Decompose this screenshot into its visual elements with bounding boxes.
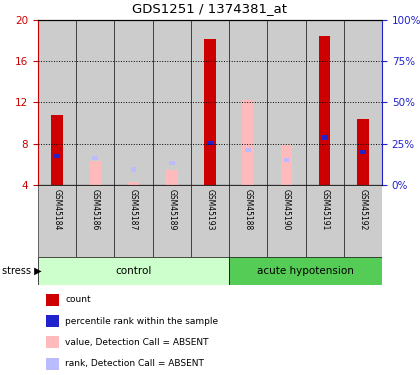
- Bar: [357, 119, 369, 185]
- Bar: [360, 150, 366, 154]
- Bar: [242, 100, 254, 185]
- Bar: [319, 36, 331, 185]
- Text: count: count: [65, 296, 91, 304]
- Text: GDS1251 / 1374381_at: GDS1251 / 1374381_at: [132, 2, 288, 15]
- Bar: [114, 185, 152, 257]
- Text: GSM45192: GSM45192: [358, 189, 368, 230]
- Bar: [152, 185, 191, 257]
- Bar: [306, 185, 344, 257]
- Text: acute hypotension: acute hypotension: [257, 266, 354, 276]
- Text: value, Detection Call = ABSENT: value, Detection Call = ABSENT: [65, 338, 209, 347]
- Bar: [38, 257, 229, 285]
- Text: GSM45191: GSM45191: [320, 189, 329, 230]
- Bar: [76, 185, 114, 257]
- Text: GSM45186: GSM45186: [91, 189, 100, 230]
- Bar: [268, 20, 306, 185]
- Bar: [191, 20, 229, 185]
- Text: percentile rank within the sample: percentile rank within the sample: [65, 316, 218, 326]
- Bar: [46, 315, 59, 327]
- Bar: [281, 145, 292, 185]
- Bar: [229, 257, 382, 285]
- Bar: [229, 20, 268, 185]
- Bar: [46, 336, 59, 348]
- Bar: [204, 39, 216, 185]
- Bar: [268, 185, 306, 257]
- Bar: [306, 20, 344, 185]
- Text: GSM45184: GSM45184: [52, 189, 62, 230]
- Text: GSM45189: GSM45189: [167, 189, 176, 230]
- Bar: [128, 182, 139, 185]
- Bar: [322, 135, 328, 140]
- Bar: [131, 168, 136, 172]
- Bar: [114, 20, 152, 185]
- Bar: [344, 20, 382, 185]
- Bar: [51, 115, 63, 185]
- Bar: [38, 20, 76, 185]
- Text: GSM45188: GSM45188: [244, 189, 253, 230]
- Bar: [38, 185, 76, 257]
- Bar: [46, 294, 59, 306]
- Bar: [245, 148, 251, 152]
- Bar: [284, 158, 289, 162]
- Bar: [229, 185, 268, 257]
- Bar: [46, 358, 59, 370]
- Text: GSM45190: GSM45190: [282, 189, 291, 230]
- Bar: [169, 161, 175, 165]
- Bar: [152, 20, 191, 185]
- Text: control: control: [116, 266, 152, 276]
- Text: GSM45193: GSM45193: [205, 189, 215, 230]
- Text: GSM45187: GSM45187: [129, 189, 138, 230]
- Bar: [92, 156, 98, 160]
- Bar: [54, 154, 60, 158]
- Text: rank, Detection Call = ABSENT: rank, Detection Call = ABSENT: [65, 359, 204, 368]
- Bar: [191, 185, 229, 257]
- Bar: [76, 20, 114, 185]
- Text: stress ▶: stress ▶: [2, 266, 42, 276]
- Bar: [207, 141, 213, 145]
- Bar: [89, 161, 101, 185]
- Bar: [344, 185, 382, 257]
- Bar: [166, 170, 178, 185]
